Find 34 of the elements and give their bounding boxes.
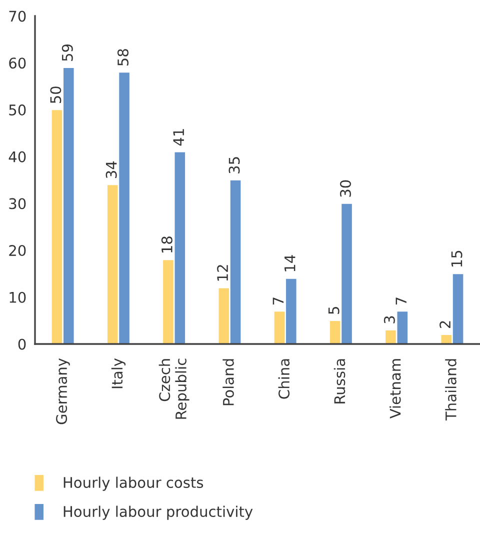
legend-label: Hourly labour productivity: [64, 506, 253, 520]
data-label: 5: [328, 307, 340, 314]
x-tick-label: Italy: [111, 358, 126, 388]
y-tick-label: 0: [18, 338, 26, 350]
x-tick-label: Thailand: [445, 359, 456, 421]
data-label: 7: [396, 298, 406, 304]
y-tick-label: 50: [9, 104, 26, 116]
data-label: 3: [384, 316, 395, 324]
data-label: 30: [340, 180, 352, 197]
data-label: 58: [117, 49, 129, 66]
y-tick-label: 60: [9, 58, 26, 69]
y-tick-label: 10: [10, 292, 26, 303]
data-label: 2: [440, 321, 450, 328]
data-label: 18: [161, 236, 172, 252]
data-label: 59: [62, 44, 73, 61]
x-tick-label: Vietnam: [390, 359, 401, 419]
data-label: 34: [106, 161, 117, 178]
x-tick-label: China: [278, 359, 290, 399]
legend-label: Hourly labour costs: [64, 476, 204, 491]
data-label: 7: [272, 298, 284, 304]
y-tick-label: 70: [9, 10, 26, 22]
x-tick-label: Russia: [334, 359, 346, 404]
data-label: 50: [50, 86, 62, 104]
x-tick-label: Germany: [56, 358, 70, 424]
data-label: 15: [451, 250, 462, 267]
data-label: 12: [217, 265, 228, 281]
data-label: 35: [228, 157, 240, 174]
y-tick-label: 40: [8, 151, 26, 162]
x-tick-label: Poland: [222, 359, 234, 406]
x-tick-label: Czech Republic: [158, 358, 190, 419]
data-label: 41: [173, 129, 184, 146]
y-tick-label: 20: [9, 245, 26, 256]
y-tick-label: 30: [9, 198, 26, 210]
data-label: 14: [284, 255, 296, 272]
